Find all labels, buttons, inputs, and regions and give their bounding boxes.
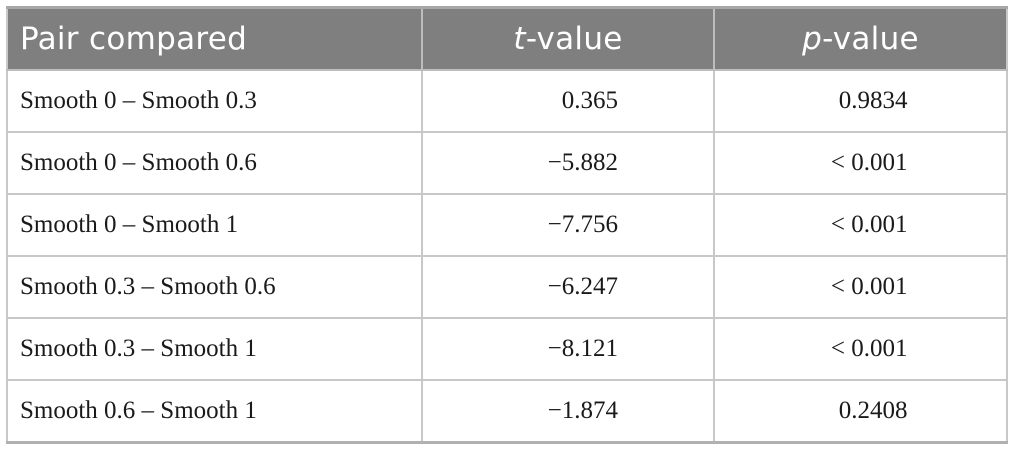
t-value: −6.247 xyxy=(547,273,618,300)
p-value: 0.9834 xyxy=(838,87,908,114)
header-t-suffix: -value xyxy=(525,21,623,57)
t-value: −5.882 xyxy=(547,149,618,176)
t-value-cell: −6.247 xyxy=(421,255,715,319)
header-pair-compared: Pair compared xyxy=(6,6,423,71)
p-value: < 0.001 xyxy=(830,273,908,300)
p-value-cell: < 0.001 xyxy=(713,131,1008,195)
t-value: −1.874 xyxy=(547,397,618,424)
pair-cell: Smooth 0.3 – Smooth 1 xyxy=(6,317,423,381)
p-value-cell: 0.2408 xyxy=(713,379,1008,444)
t-value-cell: −5.882 xyxy=(421,131,715,195)
pairwise-comparison-table: Pair compared t-value p-value Smooth 0 –… xyxy=(6,6,1008,444)
pair-cell: Smooth 0 – Smooth 0.6 xyxy=(6,131,423,195)
table-row: Smooth 0 – Smooth 1 −7.756 < 0.001 xyxy=(6,193,1008,257)
header-t-value: t-value xyxy=(421,6,715,71)
header-row: Pair compared t-value p-value xyxy=(6,6,1008,71)
table-row: Smooth 0 – Smooth 0.3 0.365 0.9834 xyxy=(6,69,1008,133)
pair-cell: Smooth 0.3 – Smooth 0.6 xyxy=(6,255,423,319)
header-p-symbol: p xyxy=(802,21,823,57)
p-value: < 0.001 xyxy=(830,211,908,238)
p-value-cell: 0.9834 xyxy=(713,69,1008,133)
p-value-cell: < 0.001 xyxy=(713,255,1008,319)
t-value-cell: −1.874 xyxy=(421,379,715,444)
p-value: 0.2408 xyxy=(838,397,908,424)
header-p-value: p-value xyxy=(713,6,1008,71)
p-value: < 0.001 xyxy=(830,335,908,362)
table-row: Smooth 0.3 – Smooth 0.6 −6.247 < 0.001 xyxy=(6,255,1008,319)
header-t-symbol: t xyxy=(513,21,526,57)
table-row: Smooth 0 – Smooth 0.6 −5.882 < 0.001 xyxy=(6,131,1008,195)
t-value: −7.756 xyxy=(547,211,618,238)
p-value: < 0.001 xyxy=(830,149,908,176)
table-row: Smooth 0.6 – Smooth 1 −1.874 0.2408 xyxy=(6,379,1008,444)
pair-cell: Smooth 0 – Smooth 0.3 xyxy=(6,69,423,133)
t-value: 0.365 xyxy=(561,87,618,114)
pair-cell: Smooth 0 – Smooth 1 xyxy=(6,193,423,257)
table-header: Pair compared t-value p-value xyxy=(6,6,1008,71)
comparison-table-container: Pair compared t-value p-value Smooth 0 –… xyxy=(6,6,1008,444)
table-row: Smooth 0.3 – Smooth 1 −8.121 < 0.001 xyxy=(6,317,1008,381)
t-value: −8.121 xyxy=(547,335,618,362)
header-p-suffix: -value xyxy=(822,21,919,57)
pair-cell: Smooth 0.6 – Smooth 1 xyxy=(6,379,423,444)
t-value-cell: −8.121 xyxy=(421,317,715,381)
p-value-cell: < 0.001 xyxy=(713,193,1008,257)
t-value-cell: 0.365 xyxy=(421,69,715,133)
t-value-cell: −7.756 xyxy=(421,193,715,257)
p-value-cell: < 0.001 xyxy=(713,317,1008,381)
table-body: Smooth 0 – Smooth 0.3 0.365 0.9834 Smoot… xyxy=(6,69,1008,444)
